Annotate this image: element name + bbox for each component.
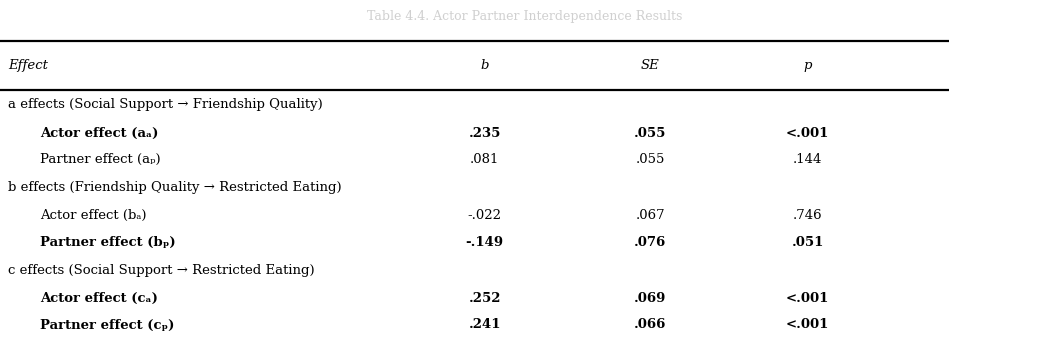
Text: .081: .081: [470, 153, 499, 166]
Text: Actor effect (bₐ): Actor effect (bₐ): [40, 209, 147, 223]
Text: .144: .144: [793, 153, 822, 166]
Text: Actor effect (cₐ): Actor effect (cₐ): [40, 292, 157, 305]
Text: .067: .067: [636, 209, 665, 223]
Text: .055: .055: [636, 153, 665, 166]
Text: .066: .066: [635, 318, 666, 332]
Text: .252: .252: [469, 292, 500, 305]
Text: Table 4.4. Actor Partner Interdependence Results: Table 4.4. Actor Partner Interdependence…: [367, 10, 682, 23]
Text: p: p: [804, 59, 812, 72]
Text: .069: .069: [635, 292, 666, 305]
Text: -.022: -.022: [468, 209, 501, 223]
Text: c effects (Social Support → Restricted Eating): c effects (Social Support → Restricted E…: [8, 264, 315, 277]
Text: Actor effect (aₐ): Actor effect (aₐ): [40, 127, 158, 140]
Text: Partner effect (aₚ): Partner effect (aₚ): [40, 153, 160, 166]
Text: .235: .235: [469, 127, 500, 140]
Text: Partner effect (bₚ): Partner effect (bₚ): [40, 236, 175, 249]
Text: Partner effect (cₚ): Partner effect (cₚ): [40, 318, 174, 332]
Text: <.001: <.001: [786, 292, 830, 305]
Text: .051: .051: [792, 236, 823, 249]
Text: SE: SE: [641, 59, 660, 72]
Text: b: b: [480, 59, 489, 72]
Text: .055: .055: [635, 127, 666, 140]
Text: <.001: <.001: [786, 127, 830, 140]
Text: a effects (Social Support → Friendship Quality): a effects (Social Support → Friendship Q…: [8, 98, 323, 111]
Text: Effect: Effect: [8, 59, 48, 72]
Text: -.149: -.149: [466, 236, 504, 249]
Text: .076: .076: [635, 236, 666, 249]
Text: b effects (Friendship Quality → Restricted Eating): b effects (Friendship Quality → Restrict…: [8, 181, 342, 194]
Text: <.001: <.001: [786, 318, 830, 332]
Text: .241: .241: [469, 318, 500, 332]
Text: .746: .746: [793, 209, 822, 223]
